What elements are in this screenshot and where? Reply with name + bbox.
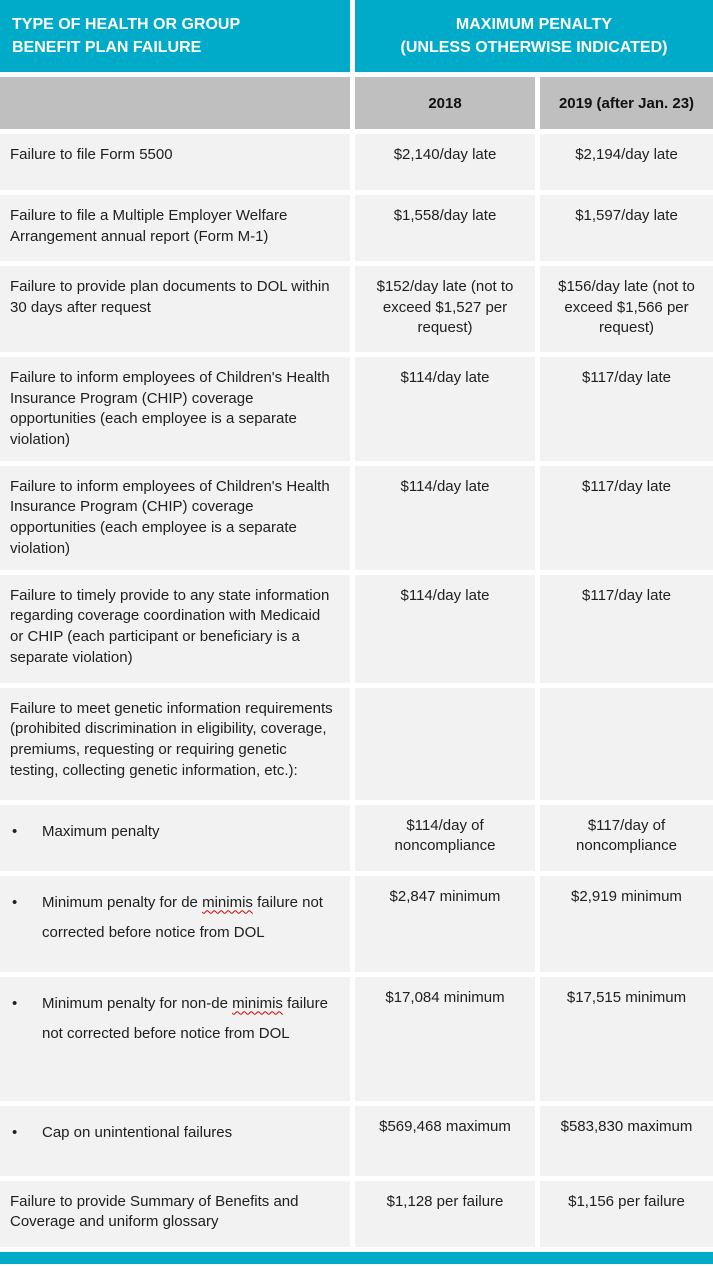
bullet-marker: • <box>12 1123 18 1141</box>
header-max-penalty-line1: MAXIMUM PENALTY <box>455 15 613 33</box>
penalty-2018: $152/day late (not to exceed $1,527 per … <box>355 266 535 352</box>
penalty-2018: $1,128 per failure <box>355 1180 535 1247</box>
penalty-2018: $1,558/day late <box>355 195 535 261</box>
header-failure-type-line2: BENEFIT PLAN FAILURE <box>12 39 202 56</box>
failure-label: • Cap on unintentional failures <box>0 1105 350 1176</box>
penalty-2019: $17,515 minimum <box>540 976 713 1101</box>
penalty-2019: $156/day late (not to exceed $1,566 per … <box>540 266 713 352</box>
failure-label: Failure to provide Summary of Benefits a… <box>0 1180 350 1247</box>
subheader-2019: 2019 (after Jan. 23) <box>540 77 713 129</box>
bottom-accent-bar <box>0 1251 713 1264</box>
bullet-marker: • <box>12 822 18 840</box>
penalty-2018: $114/day late <box>355 465 535 570</box>
table-row: • Minimum penalty for de minimis failure… <box>0 875 713 972</box>
header-failure-type-line1: TYPE OF HEALTH OR GROUP <box>12 15 241 33</box>
table-row: • Maximum penalty $114/day of noncomplia… <box>0 804 713 871</box>
table-row: Failure to file Form 5500 $2,140/day lat… <box>0 134 713 190</box>
table-row: Failure to timely provide to any state i… <box>0 574 713 683</box>
subheader-spacer-cell <box>0 77 350 129</box>
header-max-penalty-line2: (UNLESS OTHERWISE INDICATED) <box>400 39 668 56</box>
failure-label: Failure to inform employees of Children'… <box>0 357 350 461</box>
failure-label: Failure to meet genetic information requ… <box>0 687 350 800</box>
header-max-penalty: MAXIMUM PENALTY (UNLESS OTHERWISE INDICA… <box>355 0 713 72</box>
table-row: Failure to provide plan documents to DOL… <box>0 266 713 352</box>
spellcheck-word: minimis <box>232 994 283 1012</box>
penalty-2019: $117/day late <box>540 357 713 461</box>
bullet-marker: • <box>12 994 18 1012</box>
table-row: Failure to file a Multiple Employer Welf… <box>0 195 713 261</box>
penalty-2019: $117/day of noncompliance <box>540 804 713 871</box>
header-failure-type: TYPE OF HEALTH OR GROUP BENEFIT PLAN FAI… <box>0 0 350 72</box>
penalty-2019: $2,919 minimum <box>540 875 713 972</box>
table-row: Failure to inform employees of Children'… <box>0 357 713 461</box>
subheader-2018: 2018 <box>355 77 535 129</box>
failure-label: • Minimum penalty for non-de minimis fai… <box>0 976 350 1101</box>
table-row: Failure to provide Summary of Benefits a… <box>0 1180 713 1247</box>
failure-label: Failure to inform employees of Children'… <box>0 465 350 570</box>
penalty-2019: $117/day late <box>540 465 713 570</box>
penalty-2018: $2,847 minimum <box>355 875 535 972</box>
penalty-2019 <box>540 687 713 800</box>
penalty-2019: $583,830 maximum <box>540 1105 713 1176</box>
penalty-2018: $2,140/day late <box>355 134 535 190</box>
penalty-2019: $1,156 per failure <box>540 1180 713 1247</box>
bullet-marker: • <box>12 893 18 911</box>
failure-label: • Minimum penalty for de minimis failure… <box>0 875 350 972</box>
failure-label: • Maximum penalty <box>0 804 350 871</box>
table-subheader-row: 2018 2019 (after Jan. 23) <box>0 77 713 129</box>
penalty-2019: $117/day late <box>540 574 713 683</box>
table-row: • Cap on unintentional failures $569,468… <box>0 1105 713 1176</box>
penalty-2018: $114/day late <box>355 574 535 683</box>
penalty-2018: $17,084 minimum <box>355 976 535 1101</box>
failure-label: Failure to file a Multiple Employer Welf… <box>0 195 350 261</box>
penalty-2019: $1,597/day late <box>540 195 713 261</box>
penalty-2018: $114/day of noncompliance <box>355 804 535 871</box>
table-row: Failure to meet genetic information requ… <box>0 687 713 800</box>
table-row: Failure to inform employees of Children'… <box>0 465 713 570</box>
table-header-row: TYPE OF HEALTH OR GROUP BENEFIT PLAN FAI… <box>0 0 713 72</box>
spellcheck-word: minimis <box>202 893 253 911</box>
table-row: • Minimum penalty for non-de minimis fai… <box>0 976 713 1101</box>
penalty-2018: $569,468 maximum <box>355 1105 535 1176</box>
failure-label: Failure to file Form 5500 <box>0 134 350 190</box>
penalty-2019: $2,194/day late <box>540 134 713 190</box>
penalty-2018: $114/day late <box>355 357 535 461</box>
failure-label: Failure to provide plan documents to DOL… <box>0 266 350 352</box>
penalty-2018 <box>355 687 535 800</box>
failure-label: Failure to timely provide to any state i… <box>0 574 350 683</box>
